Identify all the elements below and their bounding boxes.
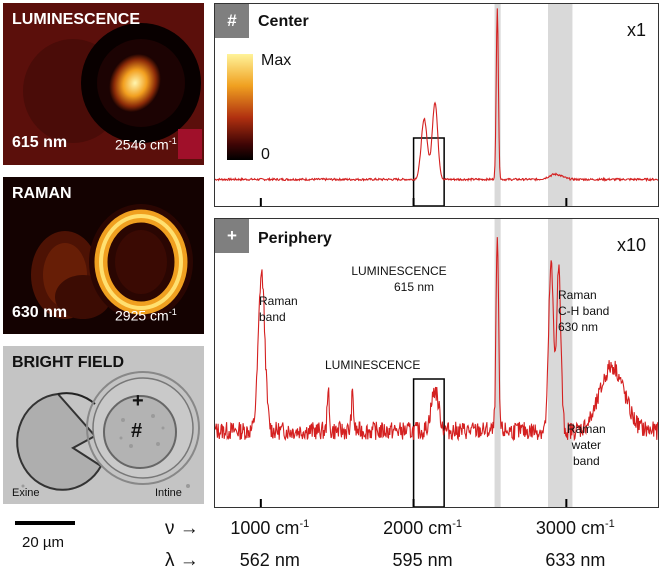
lambda-label-2: 633 nm (545, 550, 606, 570)
lambda-label-0: 562 nm (239, 550, 300, 570)
periphery-title: Periphery (258, 230, 332, 247)
center-badge: # (215, 4, 249, 38)
raman-title: RAMAN (12, 185, 72, 202)
nu-label-2: 3000 cm-1 (535, 518, 615, 538)
bright-field-title: BRIGHT FIELD (12, 354, 124, 371)
nu-label-0: 1000 cm-1 (230, 518, 310, 538)
colorbar-max-label: Max (261, 52, 292, 69)
annotation-raman-ch: Raman C-H band 630 nm (558, 288, 610, 334)
region-box (412, 378, 445, 507)
highlight-band-0 (494, 219, 501, 507)
luminescence-image (3, 3, 204, 165)
annotation-luminescence-box: LUMINESCENCE (325, 358, 421, 372)
periphery-badge: + (215, 219, 249, 253)
intine-label: Intine (155, 487, 182, 499)
colorbar (227, 54, 253, 160)
periphery-multiplier: x10 (616, 235, 646, 255)
bright-field-image (3, 346, 204, 504)
periphery-spectrum-plot (215, 219, 658, 507)
lambda-axis-symbol: λ → (165, 550, 199, 571)
nu-label-1: 2000 cm-1 (383, 518, 462, 538)
annotation-raman-band: Raman band (259, 294, 298, 324)
luminescence-wavenumber: 2546 cm-1 (115, 136, 177, 153)
scale-bar (15, 521, 75, 525)
spectrum-line (215, 237, 658, 442)
periphery-spectrum-panel: + Periphery x10 Raman band LUMINESCENCE … (214, 218, 659, 508)
region-box (412, 137, 445, 206)
spectrum-line (215, 8, 658, 183)
center-spectrum-plot (215, 4, 658, 206)
luminescence-wavelength: 615 nm (12, 134, 68, 151)
plus-marker: + (132, 390, 144, 412)
highlight-band-1 (548, 4, 573, 206)
raman-wavelength: 630 nm (12, 304, 68, 321)
annotation-luminescence-615: LUMINESCENCE 615 nm (351, 264, 447, 294)
bright-field-panel: BRIGHT FIELD + # Exine Intine (3, 346, 204, 504)
center-multiplier: x1 (626, 20, 646, 40)
lambda-label-1: 595 nm (392, 550, 453, 570)
center-title: Center (258, 13, 309, 30)
nu-axis-symbol: ν → (165, 518, 199, 539)
luminescence-title: LUMINESCENCE (12, 11, 141, 28)
exine-label: Exine (12, 487, 40, 499)
luminescence-panel: LUMINESCENCE 615 nm 2546 cm-1 (3, 3, 204, 165)
raman-wavenumber: 2925 cm-1 (115, 307, 177, 324)
scale-bar-label: 20 µm (22, 534, 64, 551)
hash-marker: # (131, 420, 143, 442)
raman-panel: RAMAN 630 nm 2925 cm-1 (3, 177, 204, 334)
colorbar-min-label: 0 (261, 146, 270, 163)
raman-image (3, 177, 204, 334)
highlight-band-0 (494, 4, 501, 206)
annotation-raman-water: Raman water band (567, 422, 606, 468)
center-spectrum-panel: # Center x1 Max 0 (214, 3, 659, 207)
